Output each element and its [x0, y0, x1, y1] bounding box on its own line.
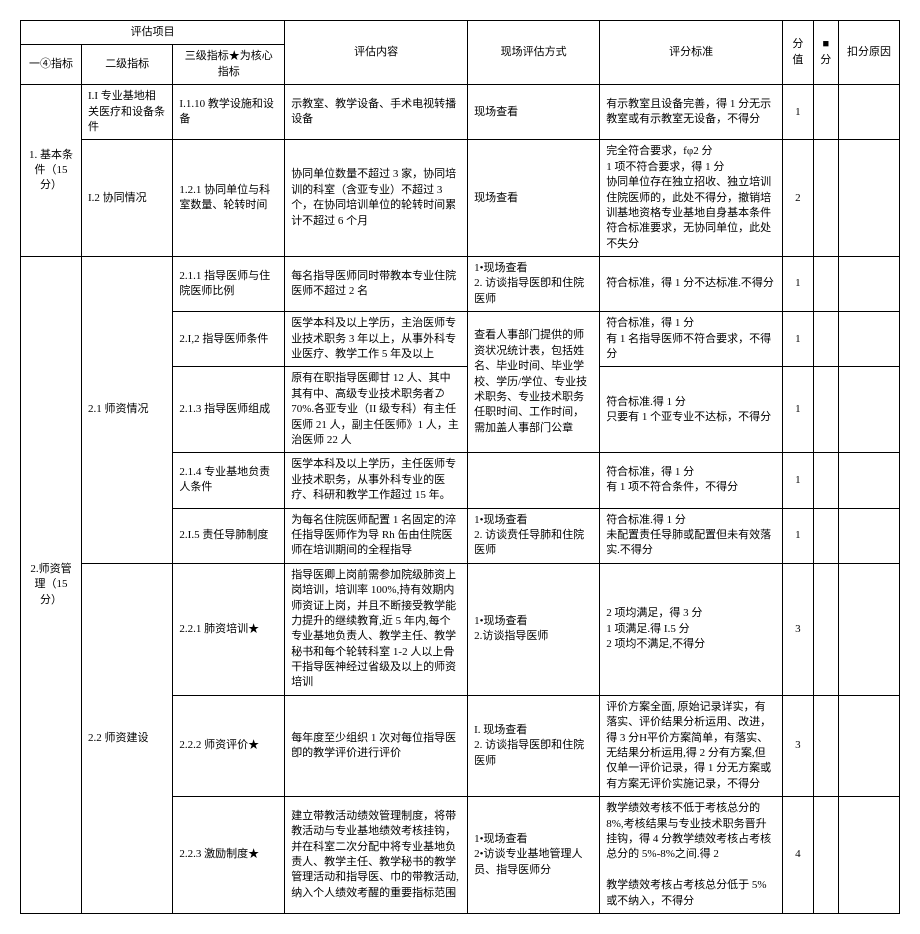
header-standard: 评分标准: [600, 21, 783, 85]
table-cell: 3: [783, 695, 813, 796]
table-cell: 2.1.1 指导医师与住院医师比例: [173, 257, 285, 312]
table-cell: 完全符合要求，fφ2 分 1 项不符合要求，得 1 分 协同单位存在独立招收、独…: [600, 140, 783, 257]
table-cell: [838, 453, 899, 508]
header-l2: 二级指标: [81, 45, 172, 85]
table-cell: 医学本科及以上学历，主治医师专业技术职务 3 年以上，从事外科专业医疗、教学工作…: [285, 312, 468, 367]
table-cell: [838, 367, 899, 453]
header-l3: 三级指标★为核心指标: [173, 45, 285, 85]
table-cell: [813, 85, 838, 140]
table-cell: 2.1.3 指导医师组成: [173, 367, 285, 453]
table-cell: 1.2.1 协同单位与科室数量、轮转时间: [173, 140, 285, 257]
table-cell: 3: [783, 563, 813, 695]
table-cell: [813, 140, 838, 257]
table-cell: [813, 453, 838, 508]
header-content: 评估内容: [285, 21, 468, 85]
header-blank: ■分: [813, 21, 838, 85]
table-cell: 符合标准，得 1 分 有 1 项不符合条件，不得分: [600, 453, 783, 508]
table-cell: 1: [783, 257, 813, 312]
table-cell: [813, 257, 838, 312]
table-cell: 教学绩效考核不低于考核总分的 8%,考核结果与专业技术职务晋升挂钩，得 4 分教…: [600, 797, 783, 914]
table-row: 2.师资管理（15 分）2.1 师资情况2.1.1 指导医师与住院医师比例每名指…: [21, 257, 900, 312]
table-cell: 1: [783, 367, 813, 453]
table-cell: 评价方案全面, 原始记录详实，有落实、评价结果分析运用、改进，得 3 分H平价方…: [600, 695, 783, 796]
table-cell: 2.2.1 肺资培训★: [173, 563, 285, 695]
table-cell: 医学本科及以上学历，主任医师专业技术职务，从事外科专业的医疗、科研和教学工作超过…: [285, 453, 468, 508]
table-cell: [813, 508, 838, 563]
table-cell: 符合标准，得 1 分 有 1 名指导医师不符合要求，不得分: [600, 312, 783, 367]
header-method: 现场评估方式: [468, 21, 600, 85]
table-cell: 2.2 师资建设: [81, 563, 172, 913]
table-cell: 为每名住院医师配置 1 名固定的淬任指导医师作为导 Rh 缶由住院医师在培训期间…: [285, 508, 468, 563]
table-cell: 1•现场查看 2. 访谈贲任导肺和住院医师: [468, 508, 600, 563]
table-cell: [838, 797, 899, 914]
table-cell: 2.2.2 师资评价★: [173, 695, 285, 796]
header-l1: 一④指标: [21, 45, 82, 85]
table-cell: 现场查看: [468, 140, 600, 257]
table-cell: 指导医卿上岗前需参加院级肺资上岗培训，培训率 100%,持有效期内师资证上岗，并…: [285, 563, 468, 695]
table-cell: [838, 312, 899, 367]
table-cell: I.2 协同情况: [81, 140, 172, 257]
table-cell: 1•现场查看 2•访谈专业基地管理人员、指导医师分: [468, 797, 600, 914]
table-cell: [838, 85, 899, 140]
table-cell: 2.1.4 专业基地贠责人条件: [173, 453, 285, 508]
table-cell: [813, 695, 838, 796]
header-score: 分值: [783, 21, 813, 85]
table-cell: 查看人事部门提供的师资状况统计表，包括姓名、毕业时间、毕业学校、学历/学位、专业…: [468, 312, 600, 453]
table-cell: 符合标准.得 1 分 未配置责任导肺或配置但未有效落实.不得分: [600, 508, 783, 563]
table-cell: [838, 257, 899, 312]
table-row: 1. 基本条件（15 分）I.I 专业基地相关医疗和设备条件I.1.10 教学设…: [21, 85, 900, 140]
table-cell: 4: [783, 797, 813, 914]
table-cell: I.1.10 教学设施和设备: [173, 85, 285, 140]
table-cell: 1: [783, 85, 813, 140]
table-cell: [813, 312, 838, 367]
table-cell: 2.I,2 指导医师条件: [173, 312, 285, 367]
table-row: I.2 协同情况1.2.1 协同单位与科室数量、轮转时间协同单位数量不超过 3 …: [21, 140, 900, 257]
table-cell: 2.师资管理（15 分）: [21, 257, 82, 914]
table-cell: [468, 453, 600, 508]
table-cell: 符合标准，得 1 分不达标准.不得分: [600, 257, 783, 312]
evaluation-table: 评估项目 评估内容 现场评估方式 评分标准 分值 ■分 扣分原因 一④指标 二级…: [20, 20, 900, 914]
table-cell: [813, 563, 838, 695]
table-cell: [838, 563, 899, 695]
table-cell: 符合标准.得 1 分 只要有 1 个亚专业不达标，不得分: [600, 367, 783, 453]
table-cell: 2.1 师资情况: [81, 257, 172, 564]
table-cell: 1•现场查看 2.访谈指导医师: [468, 563, 600, 695]
table-cell: [838, 695, 899, 796]
table-cell: 1. 基本条件（15 分）: [21, 85, 82, 257]
table-cell: 每年度至少组织 1 次对每位指导医卽的教学评价进行评价: [285, 695, 468, 796]
table-cell: [813, 797, 838, 914]
table-cell: [838, 140, 899, 257]
table-cell: 1: [783, 453, 813, 508]
table-cell: I. 现场查看 2. 访谈指导医卽和住院医师: [468, 695, 600, 796]
table-row: 2.2 师资建设2.2.1 肺资培训★指导医卿上岗前需参加院级肺资上岗培训，培训…: [21, 563, 900, 695]
table-cell: 有示教室且设备完善，得 1 分无示教室或有示教室无设备，不得分: [600, 85, 783, 140]
table-cell: 建立带教活动绩效管理制度，将带教活动与专业基地绩效考核挂钩，并在科室二次分配中将…: [285, 797, 468, 914]
table-cell: 现场查看: [468, 85, 600, 140]
table-cell: 2: [783, 140, 813, 257]
table-cell: [838, 508, 899, 563]
table-cell: 原有在职指导医卿甘 12 人、其中其有中、高级专业技术职务者⊅ 70%.各亚专业…: [285, 367, 468, 453]
table-cell: 1: [783, 508, 813, 563]
table-cell: 2.2.3 激励制度★: [173, 797, 285, 914]
table-cell: [813, 367, 838, 453]
header-group: 评估项目: [21, 21, 285, 45]
table-cell: 2.I.5 责任导肺制度: [173, 508, 285, 563]
table-cell: 每名指导医师同时带教本专业住院医师不超过 2 名: [285, 257, 468, 312]
table-cell: 1•现场查看 2. 访谈指导医卽和住院医师: [468, 257, 600, 312]
table-cell: 示教室、教学设备、手术电视转播设备: [285, 85, 468, 140]
table-cell: 1: [783, 312, 813, 367]
table-cell: I.I 专业基地相关医疗和设备条件: [81, 85, 172, 140]
table-cell: 2 项均满足，得 3 分 1 项满足.得 I.5 分 2 项均不满足,不得分: [600, 563, 783, 695]
table-cell: 协同单位数量不超过 3 家，协同培训的科室（含亚专业）不超过 3 个，在协同培训…: [285, 140, 468, 257]
header-reason: 扣分原因: [838, 21, 899, 85]
